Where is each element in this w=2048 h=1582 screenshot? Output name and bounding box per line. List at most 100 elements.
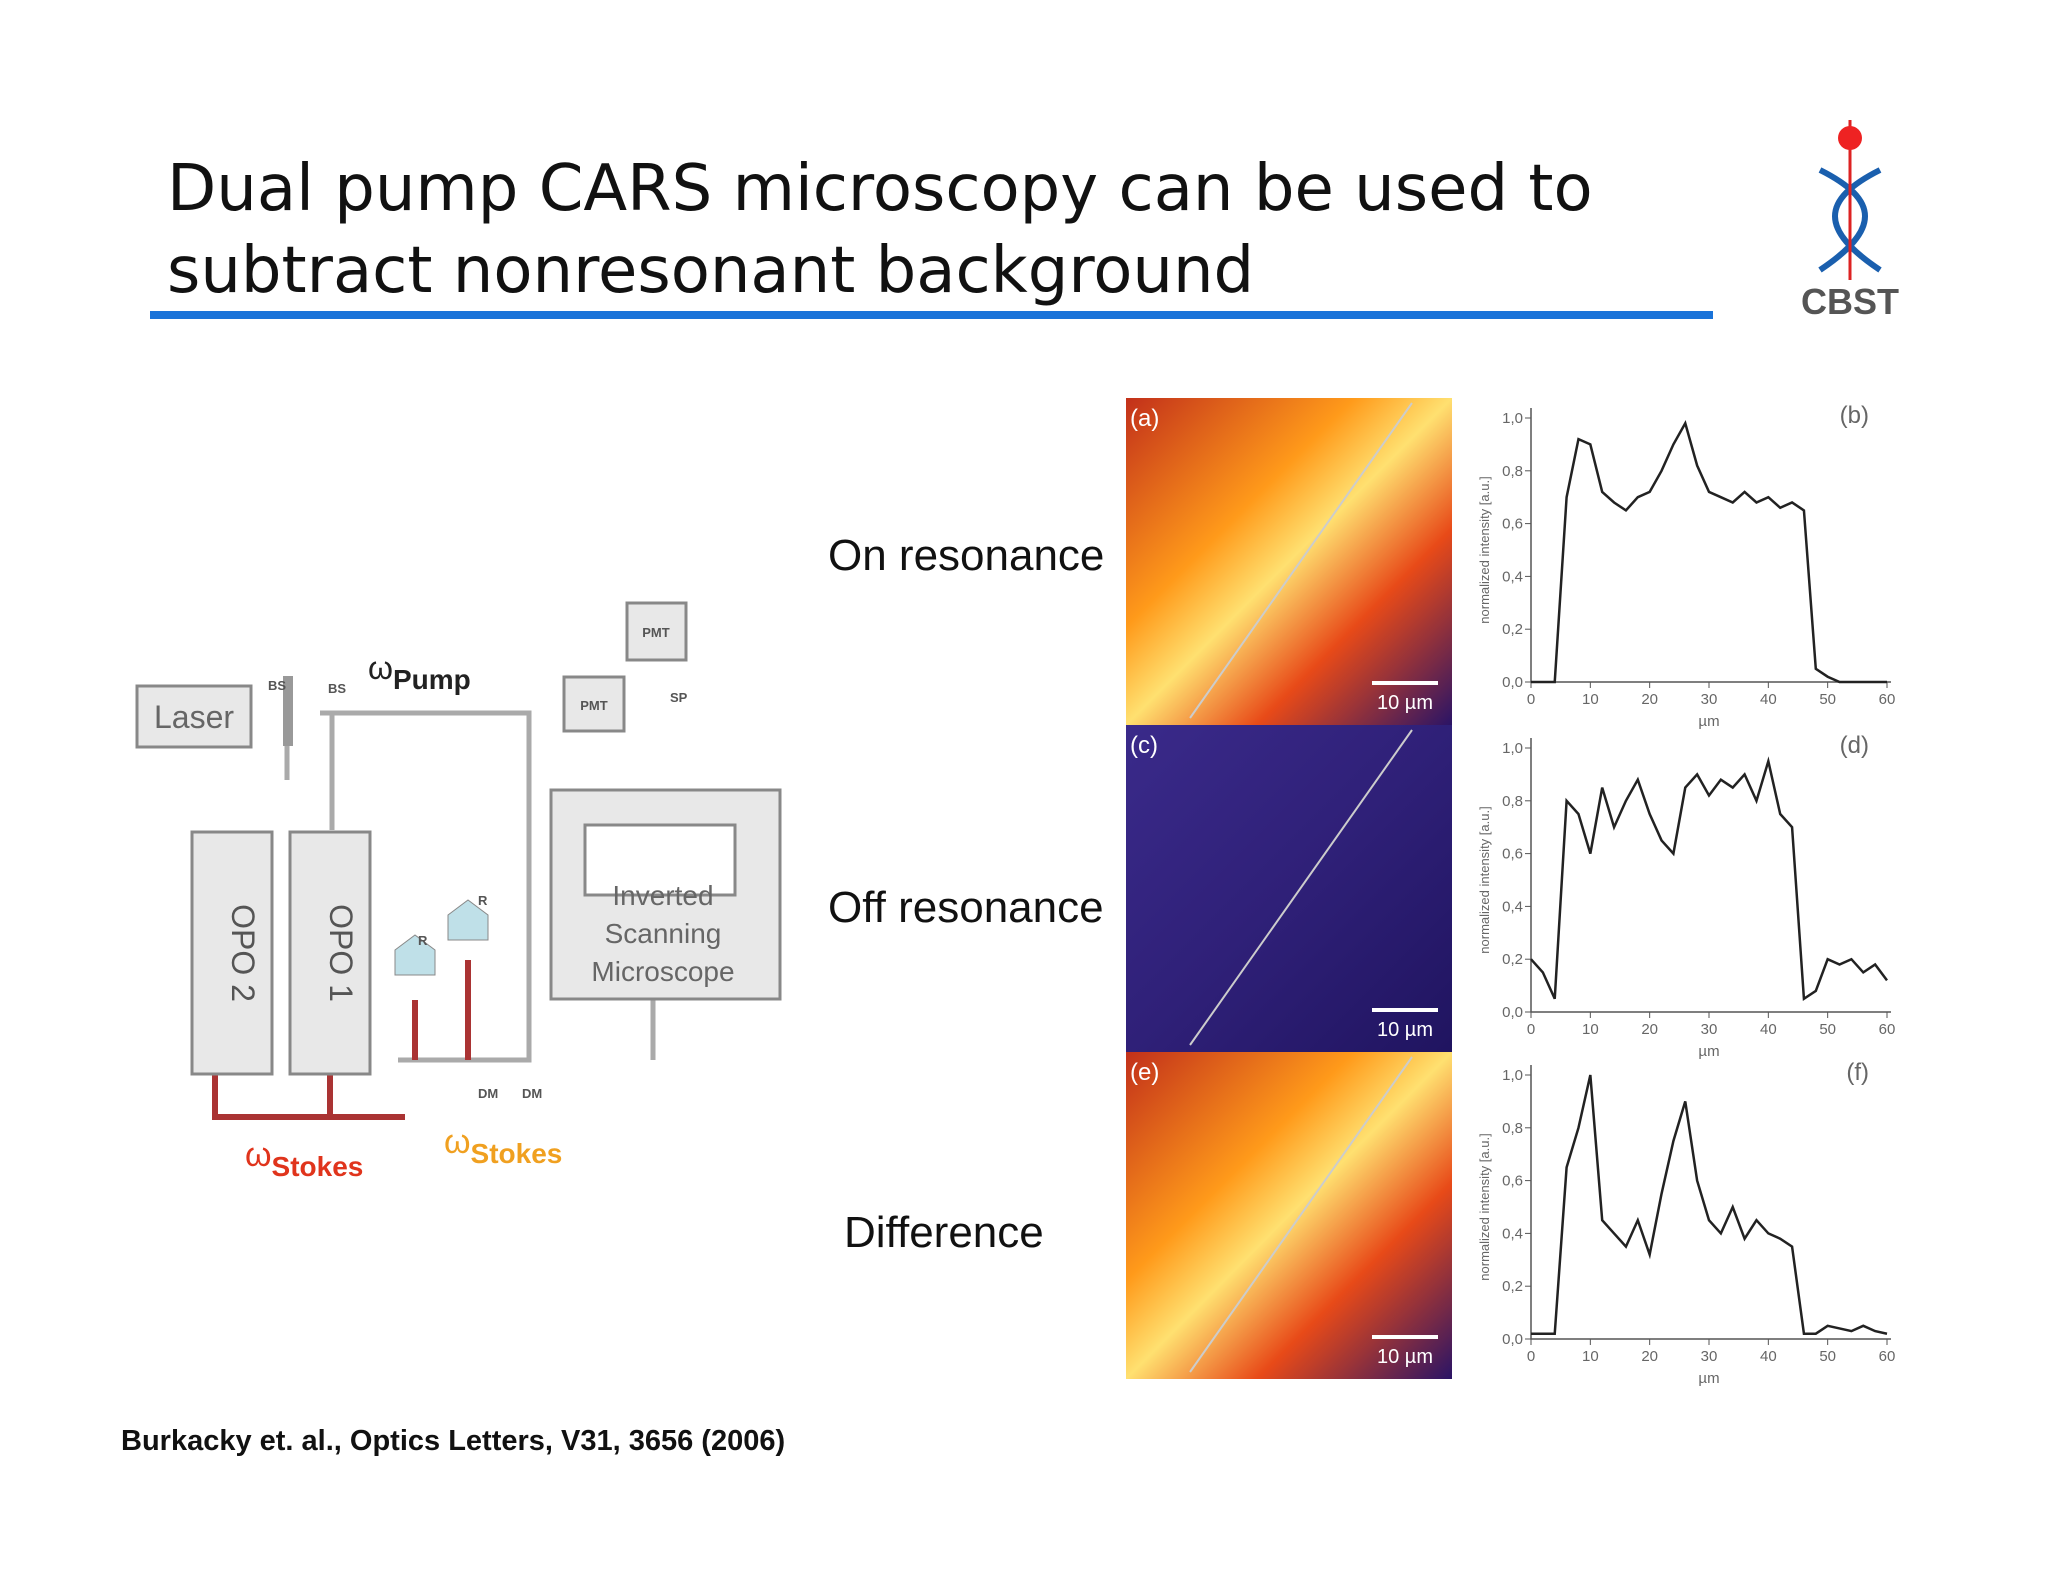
intensity-curve xyxy=(1530,756,1889,1002)
omega-sub: Stokes xyxy=(471,1138,563,1169)
bs-label: BS xyxy=(328,681,346,696)
x-tick-label: 20 xyxy=(1641,1348,1658,1365)
x-tick-label: 30 xyxy=(1701,691,1718,708)
x-tick-label: 20 xyxy=(1641,1021,1658,1038)
microscope-label: Microscope xyxy=(591,956,734,987)
y-tick-label: 0,6 xyxy=(1502,516,1523,533)
laser-box xyxy=(135,684,253,749)
pmt-box xyxy=(562,675,626,733)
title-line: Dual pump CARS microscopy can be used to xyxy=(167,152,1593,226)
profile-line xyxy=(1189,1056,1413,1373)
bs-label: BS xyxy=(268,678,286,693)
row-label: Off resonance xyxy=(828,883,1104,932)
pmt-label: PMT xyxy=(642,625,670,640)
x-tick-label: 20 xyxy=(1641,691,1658,708)
pmt-label: PMT xyxy=(580,698,608,713)
opo-box xyxy=(190,830,274,1076)
dm-label: DM xyxy=(478,1086,498,1101)
micrograph xyxy=(1126,725,1452,1052)
y-tick-label: 0,2 xyxy=(1502,951,1523,968)
y-tick-label: 0,4 xyxy=(1502,1225,1523,1242)
scale-label: 10 µm xyxy=(1377,1346,1433,1368)
x-tick-label: 40 xyxy=(1760,1348,1777,1365)
citation: Burkacky et. al., Optics Letters, V31, 3… xyxy=(121,1425,785,1457)
panel-label: (e) xyxy=(1130,1059,1159,1086)
y-axis-label: normalized intensity [a.u.] xyxy=(1477,806,1492,953)
x-tick-label: 50 xyxy=(1819,691,1836,708)
dm-label: DM xyxy=(522,1086,542,1101)
x-tick-label: 60 xyxy=(1879,1348,1896,1365)
r-label: R xyxy=(418,933,428,948)
micrograph xyxy=(1126,1052,1452,1379)
axes xyxy=(1530,408,1891,683)
x-tick-label: 50 xyxy=(1819,1021,1836,1038)
micrograph xyxy=(1126,398,1452,725)
scale-label: 10 µm xyxy=(1377,692,1433,714)
y-axis-label: normalized intensity [a.u.] xyxy=(1477,1133,1492,1280)
plot-label: (f) xyxy=(1846,1059,1869,1086)
y-tick-label: 0,8 xyxy=(1502,1120,1523,1137)
r-label: R xyxy=(478,893,488,908)
axes xyxy=(1530,1065,1891,1340)
omega-stokes: ωStokes xyxy=(444,1123,562,1169)
omega-stokes: ωStokes xyxy=(245,1136,363,1182)
panel-label: (c) xyxy=(1130,732,1158,759)
y-tick-label: 0,6 xyxy=(1502,846,1523,863)
y-tick-label: 0,0 xyxy=(1502,1004,1523,1021)
y-tick-label: 0,8 xyxy=(1502,463,1523,480)
axes xyxy=(1530,738,1891,1013)
x-tick-label: 30 xyxy=(1701,1348,1718,1365)
panel-label: (a) xyxy=(1130,405,1159,432)
pmt-box xyxy=(625,601,688,662)
omega: ω xyxy=(444,1123,471,1161)
omega-pump: ωPump xyxy=(368,650,471,695)
omega-sub: Pump xyxy=(393,664,471,695)
profile-line xyxy=(1189,729,1413,1046)
x-tick-label: 50 xyxy=(1819,1348,1836,1365)
intensity-curve xyxy=(1531,420,1887,684)
x-tick-label: 10 xyxy=(1582,1021,1599,1038)
opo-box xyxy=(288,830,372,1076)
y-tick-label: 0,0 xyxy=(1502,1331,1523,1348)
x-tick-label: 60 xyxy=(1879,1021,1896,1038)
scale-label: 10 µm xyxy=(1377,1019,1433,1041)
y-axis-label: normalized intensity [a.u.] xyxy=(1477,476,1492,623)
title-line: subtract nonresonant background xyxy=(167,234,1254,308)
y-tick-label: 1,0 xyxy=(1502,1067,1523,1084)
y-tick-label: 0,6 xyxy=(1502,1173,1523,1190)
row-label: Difference xyxy=(844,1208,1044,1257)
opo-label: OPO 2 xyxy=(225,904,261,1002)
logo: CBST xyxy=(1801,120,1899,322)
y-tick-label: 0,0 xyxy=(1502,674,1523,691)
microscope-label: Scanning xyxy=(605,918,722,949)
omega-sub: Stokes xyxy=(272,1151,364,1182)
x-tick-label: 0 xyxy=(1527,1348,1535,1365)
plot-label: (b) xyxy=(1840,402,1869,429)
x-tick-label: 10 xyxy=(1582,1348,1599,1365)
logo-text: CBST xyxy=(1801,281,1899,322)
x-tick-label: 40 xyxy=(1760,1021,1777,1038)
profile-line xyxy=(1189,402,1413,719)
opo-label: OPO 1 xyxy=(323,904,359,1002)
omega: ω xyxy=(368,650,393,686)
y-tick-label: 0,4 xyxy=(1502,898,1523,915)
microscope-label: Inverted xyxy=(612,880,713,911)
x-tick-label: 60 xyxy=(1879,691,1896,708)
y-tick-label: 0,2 xyxy=(1502,621,1523,638)
x-axis-label: µm xyxy=(1698,1043,1719,1060)
y-tick-label: 1,0 xyxy=(1502,740,1523,757)
x-tick-label: 30 xyxy=(1701,1021,1718,1038)
y-tick-label: 0,2 xyxy=(1502,1278,1523,1295)
x-tick-label: 0 xyxy=(1527,1021,1535,1038)
y-tick-label: 0,4 xyxy=(1502,568,1523,585)
row-label: On resonance xyxy=(828,531,1104,580)
x-tick-label: 40 xyxy=(1760,691,1777,708)
x-axis-label: µm xyxy=(1698,713,1719,730)
intensity-curve xyxy=(1531,1074,1888,1335)
y-tick-label: 0,8 xyxy=(1502,793,1523,810)
x-tick-label: 10 xyxy=(1582,691,1599,708)
sp-label: SP xyxy=(670,690,688,705)
laser-label: Laser xyxy=(154,699,234,735)
setup-diagram: Laser BS BS OPO 2 OPO 1 Inverted Scannin… xyxy=(135,601,782,1182)
